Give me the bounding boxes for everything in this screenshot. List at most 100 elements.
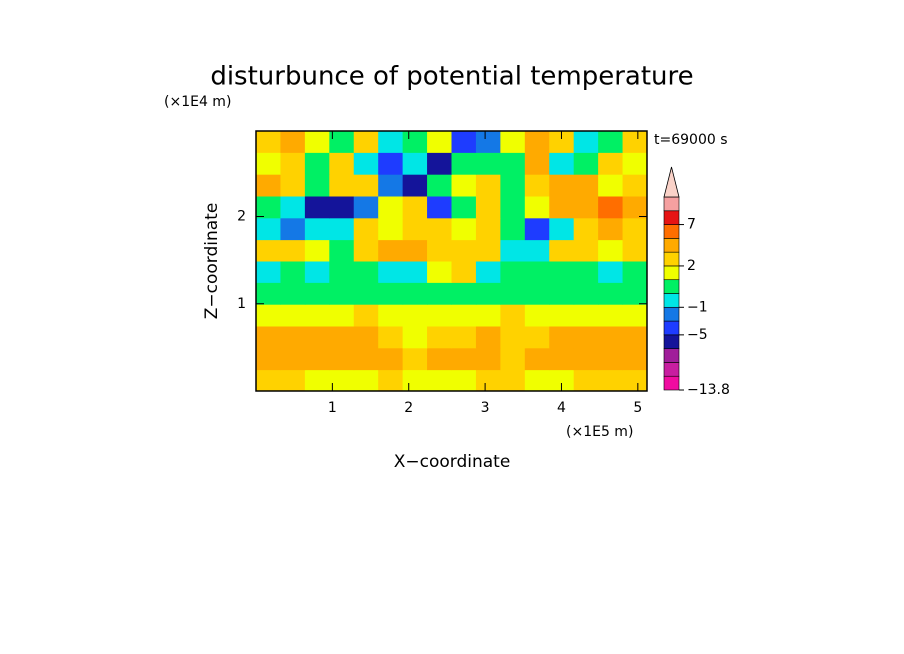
- colorbar-segment: [663, 293, 680, 308]
- contour-cell: [500, 174, 526, 197]
- contour-cell: [622, 131, 648, 153]
- contour-cell: [329, 282, 355, 305]
- contour-cell: [402, 174, 428, 197]
- contour-cell: [329, 152, 355, 175]
- contour-cell: [598, 282, 624, 305]
- contour-cell: [304, 326, 330, 349]
- contour-cell: [573, 261, 599, 283]
- contour-cell: [353, 261, 379, 283]
- contour-cell: [304, 369, 330, 392]
- contour-cell: [256, 131, 281, 153]
- contour-cell: [475, 131, 501, 153]
- contour-cell: [353, 217, 379, 241]
- contour-cell: [402, 239, 428, 262]
- contour-cell: [402, 326, 428, 349]
- colorbar-segment: [663, 238, 680, 253]
- y-unit: (×1E4 m): [164, 94, 231, 110]
- contour-cell: [304, 174, 330, 197]
- contour-cell: [451, 369, 477, 392]
- contour-cell: [353, 196, 379, 219]
- contour-cell: [549, 131, 575, 153]
- contour-cell: [500, 152, 526, 175]
- annotation: t=69000 s: [654, 132, 728, 148]
- contour-cell: [329, 131, 355, 153]
- contour-cell: [573, 304, 599, 327]
- contour-cell: [549, 369, 575, 392]
- contour-cell: [622, 304, 648, 327]
- contour-cell: [573, 217, 599, 241]
- contour-cell: [451, 239, 477, 262]
- colorbar-label: 2: [687, 258, 696, 274]
- contour-cell: [353, 304, 379, 327]
- contour-cell: [622, 326, 648, 349]
- contour-cell: [475, 347, 501, 371]
- contour-cell: [622, 196, 648, 219]
- contour-cell: [598, 326, 624, 349]
- contour-cell: [524, 282, 550, 305]
- colorbar-extension: [663, 166, 680, 198]
- contour-cell: [280, 347, 306, 371]
- contour-cell: [549, 282, 575, 305]
- contour-cell: [622, 282, 648, 305]
- contour-cell: [622, 369, 648, 392]
- contour-cell: [402, 369, 428, 392]
- contour-cell: [280, 369, 306, 392]
- colorbar-segment: [663, 251, 680, 267]
- contour-cell: [500, 304, 526, 327]
- colorbar-label: −1: [687, 299, 708, 315]
- contour-cell: [427, 217, 452, 241]
- contour-cell: [475, 261, 501, 283]
- contour-cell: [256, 196, 281, 219]
- contour-cell: [329, 196, 355, 219]
- contour-cell: [329, 347, 355, 371]
- contour-cell: [256, 304, 281, 327]
- contour-cell: [451, 326, 477, 349]
- y-tick-label: 2: [237, 209, 246, 225]
- contour-cell: [500, 347, 526, 371]
- contour-cell: [475, 239, 501, 262]
- colorbar-segment: [663, 196, 680, 212]
- contour-cell: [622, 217, 648, 241]
- contour-cell: [427, 152, 452, 175]
- contour-cell: [378, 261, 404, 283]
- contour-cell: [524, 196, 550, 219]
- contour-cell: [573, 152, 599, 175]
- contour-cell: [524, 369, 550, 392]
- contour-cell: [451, 282, 477, 305]
- colorbar-segment: [663, 320, 680, 336]
- contour-cell: [402, 347, 428, 371]
- contour-cell: [500, 217, 526, 241]
- contour-cell: [329, 261, 355, 283]
- contour-cell: [280, 174, 306, 197]
- colorbar-segment: [663, 265, 680, 281]
- contour-cell: [280, 326, 306, 349]
- contour-cell: [598, 239, 624, 262]
- y-axis-title: Z−coordinate: [202, 203, 222, 320]
- colorbar-segment: [663, 279, 680, 294]
- contour-cell: [304, 347, 330, 371]
- contour-cell: [304, 217, 330, 241]
- contour-cell: [280, 239, 306, 262]
- contour-cell: [475, 174, 501, 197]
- contour-cell: [280, 131, 306, 153]
- contour-cell: [402, 261, 428, 283]
- contour-cell: [524, 261, 550, 283]
- contour-cell: [256, 369, 281, 392]
- contour-cell: [451, 131, 477, 153]
- colorbar-label: 7: [687, 217, 696, 233]
- contour-cell: [500, 326, 526, 349]
- contour-cell: [256, 347, 281, 371]
- x-unit: (×1E5 m): [566, 424, 633, 440]
- contour-cell: [475, 304, 501, 327]
- contour-cell: [573, 196, 599, 219]
- contour-cell: [304, 304, 330, 327]
- contour-cell: [280, 261, 306, 283]
- contour-cell: [402, 282, 428, 305]
- contour-cell: [549, 174, 575, 197]
- x-tick-label: 2: [404, 400, 413, 416]
- contour-cell: [475, 152, 501, 175]
- contour-cell: [427, 239, 452, 262]
- contour-cell: [353, 369, 379, 392]
- contour-cell: [451, 217, 477, 241]
